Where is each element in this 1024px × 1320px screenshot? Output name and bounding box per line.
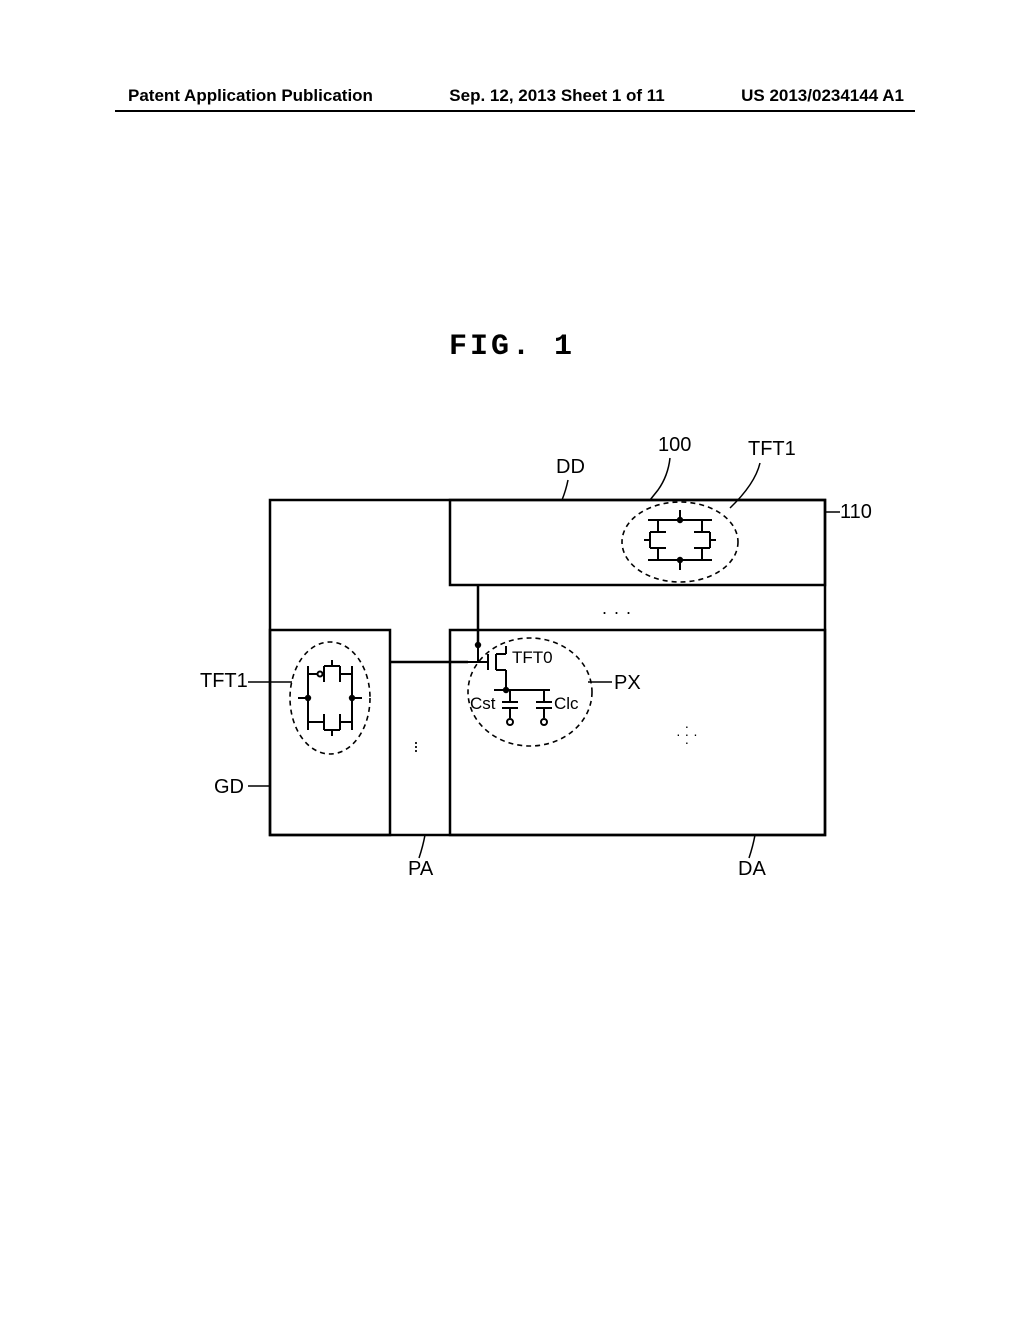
label-100: 100 — [658, 434, 691, 457]
label-cst: Cst — [470, 694, 496, 714]
header-rule — [115, 110, 915, 112]
tft1-left-circuit — [298, 660, 362, 736]
figure-title: FIG. 1 — [0, 330, 1024, 364]
label-da: DA — [738, 858, 766, 881]
label-dd: DD — [556, 456, 585, 479]
da-rect — [450, 630, 825, 835]
leader-100 — [650, 458, 670, 500]
dd-rect — [450, 500, 825, 585]
label-pa: PA — [408, 858, 433, 881]
page-header: Patent Application Publication Sep. 12, … — [0, 86, 1024, 106]
ellipsis-da: · · · · · — [676, 718, 698, 750]
ellipsis-gd: ··· — [413, 740, 419, 752]
leader-pa — [419, 835, 425, 858]
figure-diagram: 100 DD TFT1 110 TFT1 GD TFT0 Cst Clc PX … — [200, 440, 840, 880]
label-tft1-left: TFT1 — [200, 670, 248, 693]
label-tft0: TFT0 — [512, 648, 553, 668]
header-left: Patent Application Publication — [128, 86, 373, 106]
label-tft1-top: TFT1 — [748, 438, 796, 461]
header-center: Sep. 12, 2013 Sheet 1 of 11 — [449, 86, 664, 106]
leader-da — [749, 835, 755, 858]
label-gd: GD — [214, 776, 244, 799]
header-right: US 2013/0234144 A1 — [741, 86, 904, 106]
tft1-top-circuit — [644, 510, 716, 570]
gd-rect — [270, 630, 390, 835]
leader-dd — [562, 480, 568, 500]
label-px: PX — [614, 672, 641, 695]
label-clc: Clc — [554, 694, 579, 714]
ellipsis-dd: . . . — [602, 598, 632, 619]
label-110: 110 — [840, 501, 872, 524]
